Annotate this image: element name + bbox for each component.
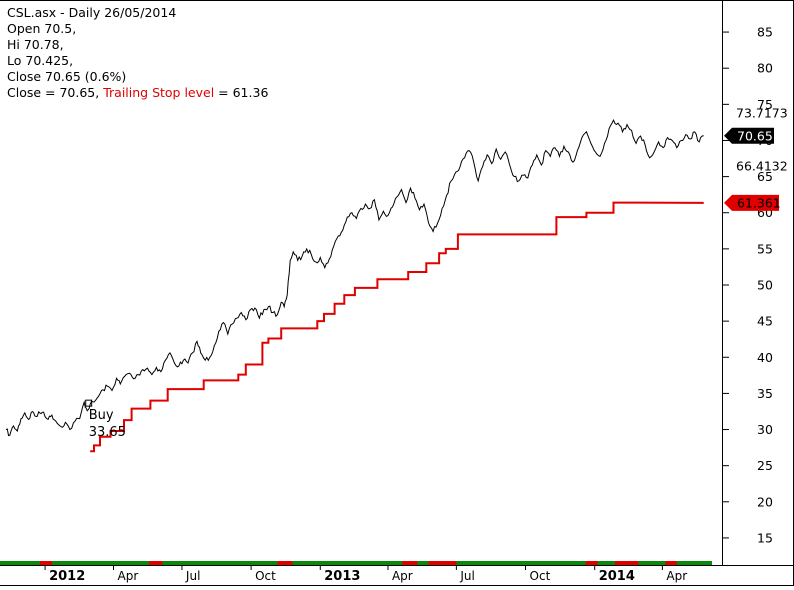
close-summary: Close = 70.65, (7, 85, 104, 100)
stop-badge-background (724, 194, 779, 211)
stop-summary: Close = 70.65, Trailing Stop level = 61.… (7, 85, 268, 101)
x-tick-label: 2014 (599, 569, 635, 584)
signal-bar-red (615, 561, 639, 565)
x-tick-label: Apr (666, 569, 687, 583)
y-tick-label: 15 (757, 530, 773, 545)
x-tick-label: Oct (255, 569, 276, 583)
chart-title: CSL.asx - Daily 26/05/2014 (7, 5, 177, 20)
close-value: Close 70.65 (0.6%) (7, 69, 127, 84)
signal-bar-red (39, 561, 52, 565)
stop-badge-label: 61.361 (737, 195, 781, 210)
signal-bar-red (428, 561, 457, 565)
signal-bar-red (402, 561, 418, 565)
x-tick-label: Oct (530, 569, 551, 583)
signal-bar-red (277, 561, 293, 565)
y-axis: 152025303540455055606570758085 (722, 25, 773, 545)
y-tick-label: 75 (757, 97, 773, 112)
close-badge-label: 70.65 (737, 128, 773, 143)
y-tick-label: 25 (757, 458, 773, 473)
buy-marker (85, 399, 93, 407)
y-tick-label: 50 (757, 278, 773, 293)
y-tick-label: 20 (757, 494, 773, 509)
plot-background (0, 0, 722, 565)
close-badge-background (724, 127, 774, 144)
stop-summary-value: = 61.36 (214, 85, 269, 100)
signal-bar-green (0, 561, 712, 565)
signal-bar-red (665, 561, 677, 565)
price-series-line (5, 119, 704, 437)
x-tick-label: Jul (459, 569, 474, 583)
x-tick-label: Apr (118, 569, 139, 583)
y-tick-label: 85 (757, 25, 773, 40)
upper-band-label: 73.7173 (736, 106, 788, 121)
y-tick-label: 30 (757, 422, 773, 437)
x-tick-label: Apr (392, 569, 413, 583)
signal-bar (0, 561, 712, 565)
x-tick-label: 2013 (324, 569, 360, 584)
lower-band-label: 66.4132 (736, 158, 788, 173)
y-tick-label: 40 (757, 350, 773, 365)
buy-price-label: 33.65 (89, 425, 126, 440)
buy-label: Buy (89, 408, 114, 423)
y-tick-label: 80 (757, 61, 773, 76)
x-axis: 2012 Apr Jul Oct 2013 Apr Jul Oct 2014 Apr (44, 565, 687, 584)
x-tick-label: Jul (185, 569, 200, 583)
x-tick-label: 2012 (49, 569, 85, 584)
y-tick-label: 55 (757, 241, 773, 256)
open-value: Open 70.5, (7, 21, 77, 36)
high-value: Hi 70.78, (7, 37, 64, 52)
stop-label: Trailing Stop level (103, 85, 215, 100)
y-tick-label: 65 (757, 169, 773, 184)
y-tick-label: 35 (757, 386, 773, 401)
y-tick-label: 45 (757, 314, 773, 329)
low-value: Lo 70.425, (7, 53, 74, 68)
price-badges: 73.7173 70.65 66.4132 61.361 (724, 106, 788, 211)
trailing-stop-series-line (90, 201, 704, 453)
signal-bar-red (148, 561, 163, 565)
signal-bar-red (585, 561, 598, 565)
